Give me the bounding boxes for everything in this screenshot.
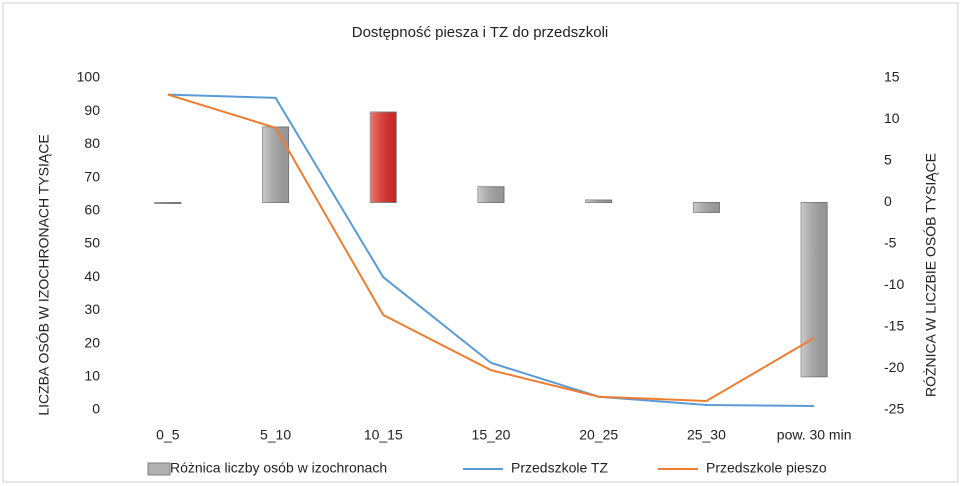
bar-shade [370,112,397,203]
y2-tick-label: 10 [884,110,900,126]
bar-shade [693,202,720,213]
y2-tick-label: -25 [884,401,904,417]
x-tick-label: 5_10 [260,427,291,443]
y2-tick-label: 0 [884,193,892,209]
x-tick-label: 15_20 [472,427,511,443]
y-tick-label: 100 [77,69,101,85]
bar-shade [478,186,504,203]
y2-tick-label: -15 [884,318,904,334]
bar-shade [154,202,181,204]
legend-label: Przedszkole TZ [511,460,608,476]
x-tick-label: pow. 30 min [777,427,852,443]
line [167,93,815,408]
y2-tick-label: 5 [884,152,892,168]
y2-tick-label: 15 [884,69,900,85]
y-tick-label: 90 [84,102,100,118]
y-axis-title: LICZBA OSÓB W IZOCHRONACH TYSIĄCE [36,134,52,415]
y-tick-label: 30 [84,301,100,317]
bar-shade [585,200,612,203]
y2-tick-label: -5 [884,235,897,251]
y-tick-label: 40 [84,268,100,284]
legend-label: Przedszkole pieszo [706,460,827,476]
y-tick-label: 50 [84,235,100,251]
y2-tick-label: -10 [884,276,904,292]
bar-shade [801,202,828,377]
legend-label: Różnica liczby osób w izochronach [170,460,387,476]
bar-shade [262,126,289,203]
y-tick-label: 0 [92,401,100,417]
x-tick-label: 10_15 [364,427,403,443]
y-tick-label: 10 [84,368,100,384]
x-tick-label: 25_30 [687,427,726,443]
y-tick-label: 20 [84,334,100,350]
chart-title: Dostępność piesza i TZ do przedszkoli [352,24,609,41]
y2-tick-label: -20 [884,359,904,375]
legend-swatch [147,462,171,476]
x-tick-label: 0_5 [156,427,180,443]
y-tick-label: 80 [84,135,100,151]
y-tick-label: 70 [84,168,100,184]
y-tick-label: 60 [84,202,100,218]
x-tick-label: 20_25 [579,427,618,443]
y2-axis-title: RÓŻNICA W LICZBIE OSÓB TYSIĄCE [922,153,939,397]
line [167,93,815,403]
